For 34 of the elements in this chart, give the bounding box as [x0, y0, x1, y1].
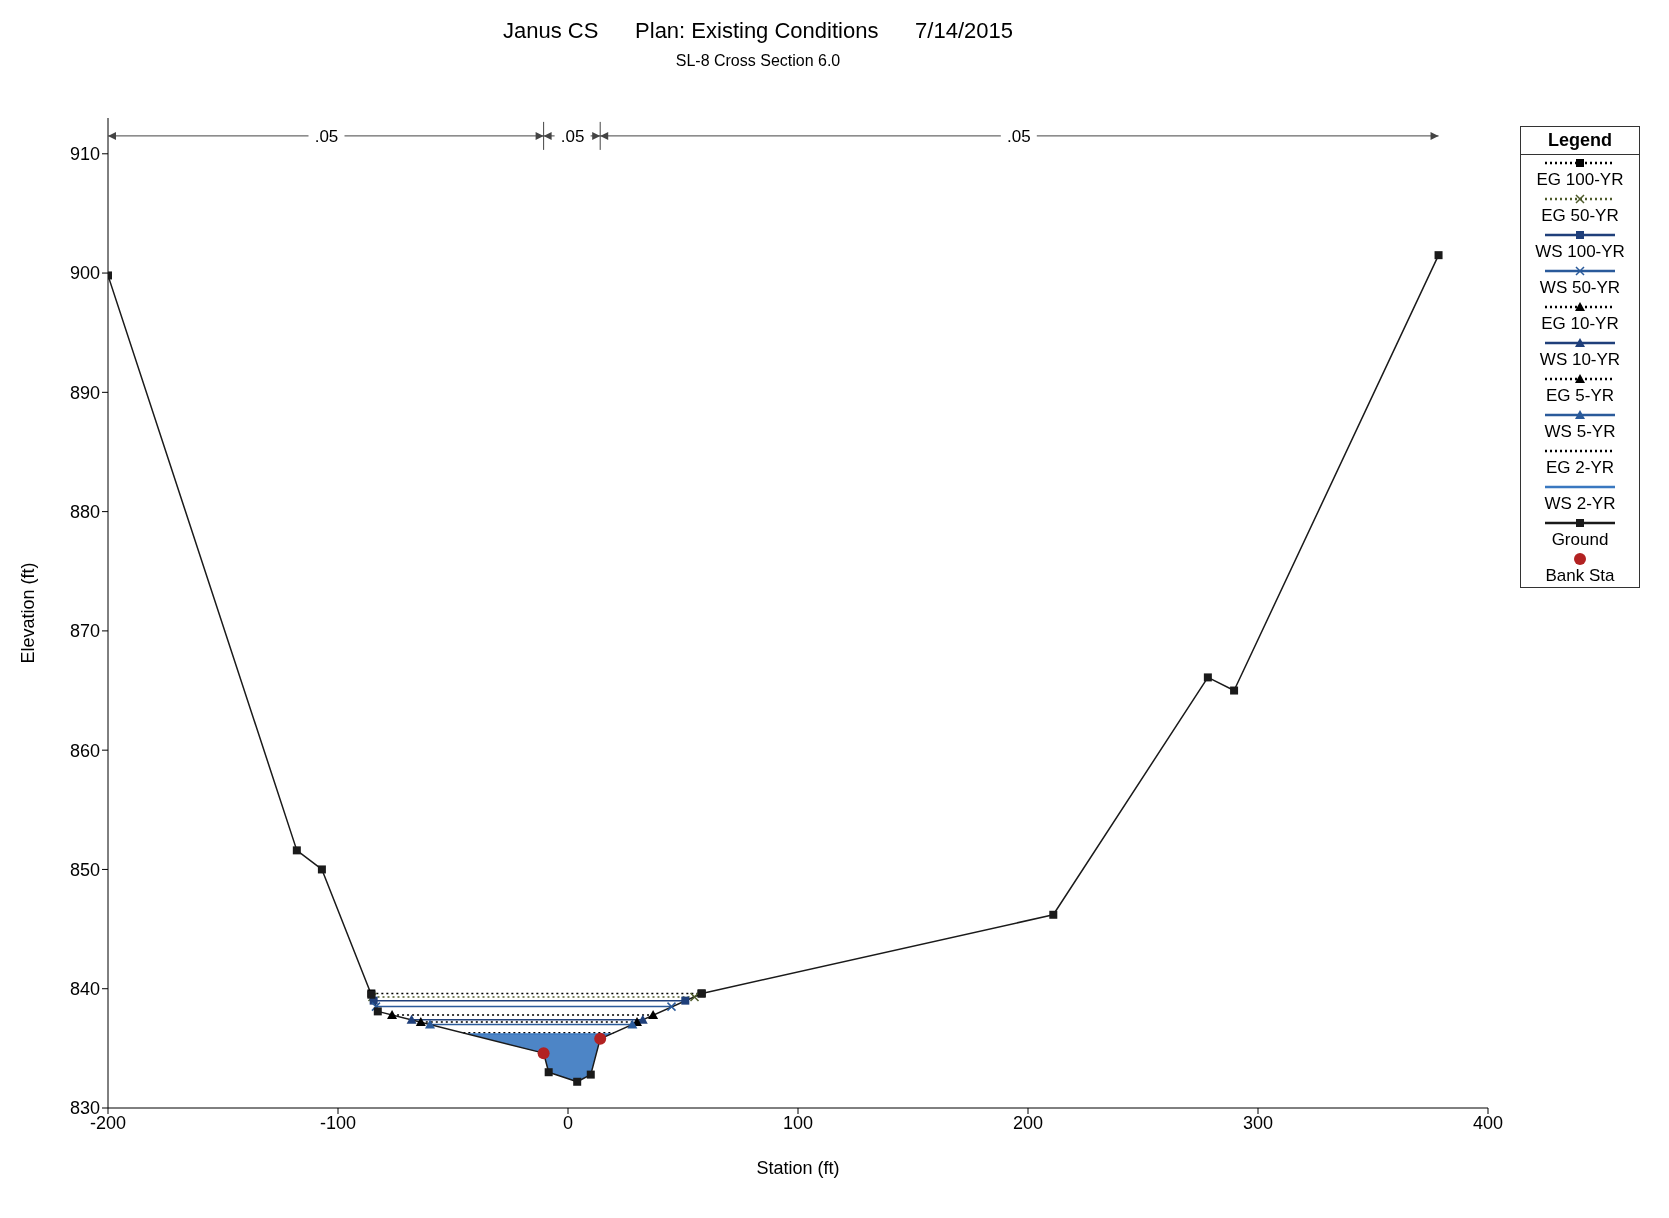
- legend-label: EG 10-YR: [1540, 314, 1620, 334]
- y-tick-label: 870: [69, 621, 100, 642]
- x-tick-label: 300: [1242, 1112, 1274, 1133]
- legend-label: EG 5-YR: [1545, 386, 1615, 406]
- legend-label: WS 50-YR: [1538, 278, 1622, 298]
- annotation: .05: [314, 126, 339, 146]
- legend-label: Bank Sta: [1544, 566, 1616, 586]
- legend-title: Legend: [1521, 127, 1639, 155]
- x-tick-label: 400: [1472, 1112, 1504, 1133]
- y-tick-label: 840: [69, 979, 100, 1000]
- x-tick-label: 100: [782, 1112, 814, 1133]
- legend-label: WS 100-YR: [1534, 242, 1626, 262]
- legend-label: WS 2-YR: [1543, 494, 1617, 514]
- chart-title: Janus CS Plan: Existing Conditions 7/14/2015: [502, 18, 1014, 44]
- x-tick-label: 200: [1012, 1112, 1044, 1133]
- legend-label: Ground: [1550, 530, 1610, 550]
- legend-label: EG 50-YR: [1540, 206, 1620, 226]
- x-axis-title: Station (ft): [756, 1158, 840, 1178]
- x-tick-label: 0: [562, 1112, 574, 1133]
- y-tick-label: 880: [69, 502, 100, 522]
- legend-label: WS 5-YR: [1543, 422, 1617, 442]
- y-tick-label: 860: [69, 740, 100, 761]
- annotation: .05: [1006, 126, 1031, 146]
- annotation: .05: [560, 126, 585, 146]
- y-tick-label: 890: [69, 382, 100, 403]
- y-axis-title: Elevation (ft): [18, 562, 39, 664]
- chart-subtitle: SL-8 Cross Section 6.0: [674, 52, 842, 70]
- y-tick-label: 910: [69, 144, 100, 165]
- legend-label: EG 2-YR: [1545, 458, 1615, 478]
- legend-label: WS 10-YR: [1538, 350, 1622, 370]
- x-tick-label: -100: [319, 1112, 357, 1133]
- y-tick-label: 900: [69, 263, 100, 284]
- y-tick-label: 850: [69, 859, 100, 880]
- legend-label: EG 100-YR: [1535, 170, 1625, 190]
